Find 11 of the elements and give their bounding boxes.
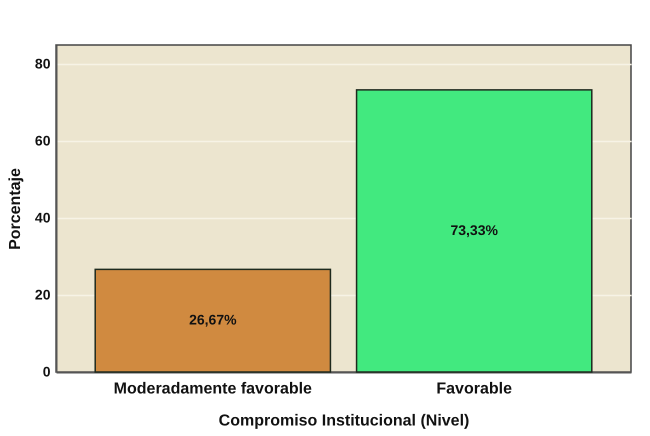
data-label: 26,67% [189, 312, 238, 328]
y-tick-label: 60 [34, 132, 51, 149]
x-axis-title: Compromiso Institucional (Nivel) [218, 412, 470, 430]
y-axis-title: Porcentaje [6, 168, 24, 250]
y-tick-label: 40 [34, 210, 51, 226]
y-tick-label: 80 [34, 56, 51, 72]
data-label: 73,33% [450, 222, 498, 238]
x-tick-label: Favorable [436, 380, 512, 398]
y-tick-label: 20 [34, 286, 51, 303]
x-tick-label: Moderadamente favorable [114, 380, 312, 398]
y-tick-label: 0 [42, 364, 51, 380]
